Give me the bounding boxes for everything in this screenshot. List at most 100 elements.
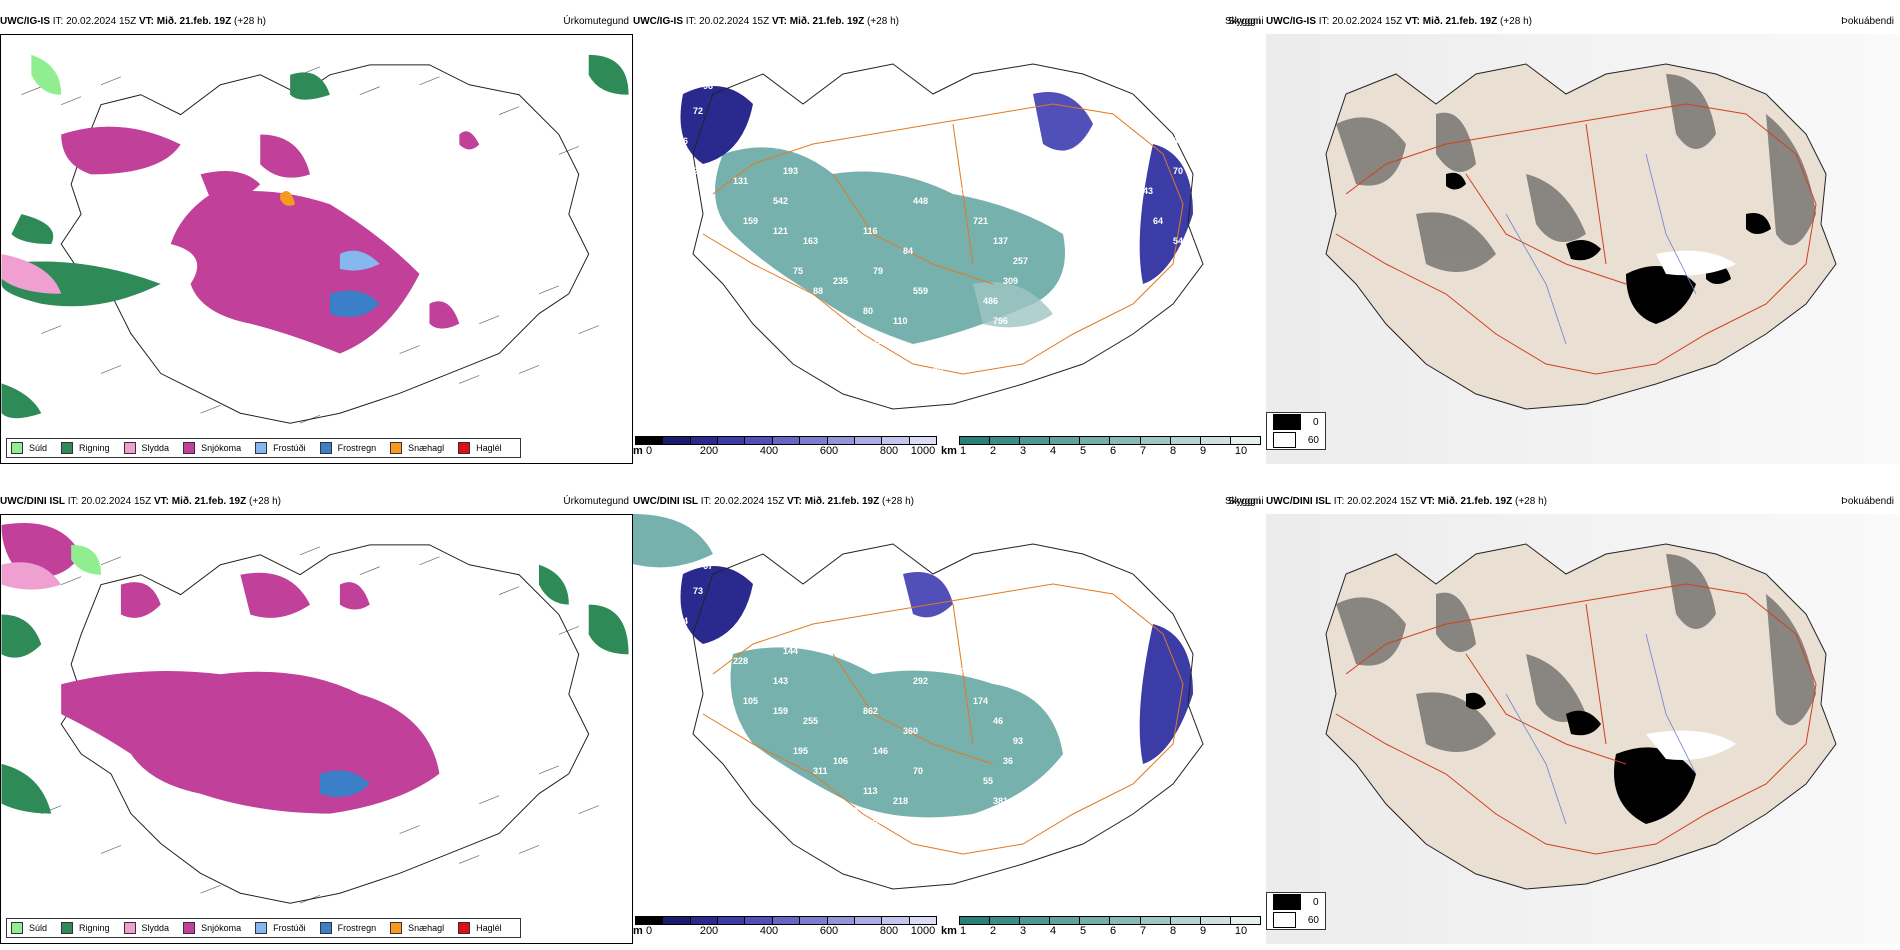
lead-time: (+28 h): [249, 496, 281, 507]
colorbar-segment: [636, 917, 664, 924]
visibility-colorbar-km: km 1 2 3 4 5 6 7 8 9 10: [941, 916, 1261, 944]
colorbar-segment: [990, 437, 1021, 444]
colorbar-segment: [636, 437, 664, 444]
legend-item-frostregn: Frostregn: [319, 922, 376, 934]
visibility-value: 43: [1143, 186, 1153, 196]
visibility-value: 67: [703, 561, 713, 571]
visibility-value: 862: [863, 706, 878, 716]
tick: 2: [989, 445, 997, 457]
visibility-value: 381: [993, 796, 1008, 806]
lead-time: (+28 h): [1515, 496, 1547, 507]
visibility-map: 98 70 52 72 56 170 18 502 131 193 542 159 121 163 75 88…: [633, 34, 1266, 444]
iceland-outline: [60, 64, 590, 424]
legend-item-slydda: Slydda: [123, 442, 169, 454]
colorbar-segment: [909, 917, 936, 924]
fog-panel-2: UWC/DINI ISL IT: 20.02.2024 15Z VT: Mið.…: [1266, 494, 1900, 944]
visibility-value: 52: [743, 86, 753, 96]
tick: 200: [699, 445, 719, 457]
colorbar-segment: [1080, 437, 1111, 444]
vt-label: VT:: [1419, 496, 1435, 507]
iceland-outline: [60, 544, 590, 904]
visibility-value: 93: [1013, 736, 1023, 746]
visibility-value: 106: [773, 616, 788, 626]
visibility-value: 228: [733, 656, 748, 666]
tick: 8: [1169, 925, 1177, 937]
panel-header: UWC/DINI ISL IT: 20.02.2024 15Z VT: Mið.…: [0, 494, 633, 510]
fog-legend-item-0: 0: [1267, 413, 1325, 431]
lead-time: (+28 h): [882, 496, 914, 507]
colorbar-segment: [800, 437, 828, 444]
visibility-value: 255: [803, 716, 818, 726]
it-value: 20.02.2024 15Z: [1347, 496, 1418, 507]
visibility-value: 722: [953, 186, 968, 196]
tick: 0: [645, 925, 653, 937]
it-label: IT:: [67, 496, 79, 507]
colorbar-segment: [690, 437, 719, 444]
lead-time: (+28 h): [1500, 16, 1532, 27]
colorbar-unit: m: [633, 925, 643, 937]
tick: 2: [989, 925, 997, 937]
colorbar-segment: [1200, 917, 1231, 924]
iceland-outline: [692, 63, 1204, 410]
visibility-value: 124: [873, 336, 888, 346]
colorbar-segment: [663, 917, 691, 924]
lead-time: (+28 h): [234, 16, 266, 27]
colorbar-unit: km: [941, 445, 957, 457]
visibility-value: 66: [753, 606, 763, 616]
colorbar-segment: [990, 917, 1021, 924]
visibility-value: 159: [773, 706, 788, 716]
visibility-value: 143: [773, 676, 788, 686]
visibility-title: Skyggni: [1225, 16, 1261, 27]
tick: 8: [1169, 445, 1177, 457]
fog-title: Þokuábendi: [1841, 496, 1894, 507]
visibility-value: 193: [1093, 116, 1108, 126]
visibility-value: 88: [813, 286, 823, 296]
visibility-value: 31: [913, 386, 923, 396]
precip-legend: Súld Rigning Slydda Snjókoma Frostúði Fr…: [6, 918, 521, 938]
tick: 9: [1199, 925, 1207, 937]
legend-item-sudd: Súld: [11, 922, 47, 934]
it-label: IT:: [1333, 496, 1345, 507]
visibility-value: 159: [743, 216, 758, 226]
fog-legend-item-0: 0: [1267, 893, 1325, 911]
visibility-colorbar-m: m 0 200 400 600 800 1000: [633, 436, 943, 464]
precip-title: Úrkomutegund: [563, 16, 629, 27]
visibility-value: 360: [903, 726, 918, 736]
precip-areas: [1, 54, 629, 419]
colorbar-segment: [1170, 917, 1201, 924]
tick: 7: [1139, 445, 1147, 457]
tick: 600: [819, 445, 839, 457]
tick: 1000: [910, 925, 936, 937]
precip-panel-2: UWC/DINI ISL IT: 20.02.2024 15Z VT: Mið.…: [0, 494, 633, 944]
visibility-value: 59: [723, 551, 733, 561]
colorbar-unit: m: [633, 445, 643, 457]
colorbar-segment: [1200, 437, 1231, 444]
vt-label: VT:: [153, 496, 169, 507]
visibility-value: 559: [913, 286, 928, 296]
visibility-value: 56: [683, 646, 693, 656]
visibility-value: 610: [933, 166, 948, 176]
iceland-outline: [692, 543, 1204, 890]
visibility-value: 116: [863, 226, 878, 236]
panel-header: UWC/IG-IS IT: 20.02.2024 15Z VT: Mið. 21…: [0, 14, 633, 30]
tick: 400: [759, 925, 779, 937]
fog-legend-item-60: 60: [1267, 431, 1325, 449]
visibility-value: 36: [1003, 756, 1013, 766]
colorbar-segment: [718, 437, 746, 444]
visibility-value: 146: [873, 746, 888, 756]
fog-map: [1266, 514, 1900, 944]
colorbar-segment: [663, 437, 691, 444]
visibility-value: 210: [843, 806, 858, 816]
visibility-value: 80: [933, 366, 943, 376]
visibility-value: 145: [1043, 296, 1058, 306]
visibility-value: 55: [983, 776, 993, 786]
tick: 3: [1019, 445, 1027, 457]
tick: 200: [699, 925, 719, 937]
tick: 1: [959, 925, 967, 937]
colorbar-segment: [1140, 437, 1171, 444]
fog-title: Þokuábendi: [1841, 16, 1894, 27]
rivers: [1505, 633, 1697, 825]
visibility-value: 796: [993, 316, 1008, 326]
it-label: IT:: [52, 16, 64, 27]
tick: 1: [959, 445, 967, 457]
